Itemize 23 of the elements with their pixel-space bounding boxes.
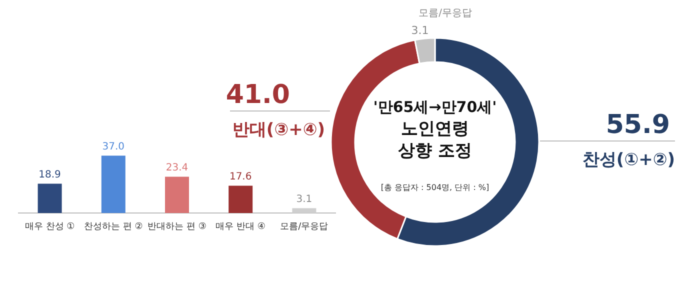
x-tick-label: 모름/무응답 (280, 222, 328, 232)
slice-label: 찬성(①+②) (582, 150, 675, 170)
x-tick-label: 반대하는 편 ③ (148, 222, 206, 232)
x-tick-label: 찬성하는 편 ② (84, 222, 143, 232)
data-label: 23.4 (166, 162, 188, 174)
text: '만65세→만70세' 노인연령 상향 조정 (373, 98, 497, 161)
slice-label: 반대(③+④) (232, 120, 325, 140)
data-label: 3.1 (411, 24, 429, 37)
bar (101, 156, 126, 213)
data-label: 41.0 (226, 80, 290, 110)
data-label: 3.1 (296, 194, 312, 206)
x-tick-label: 매우 찬성 ① (24, 222, 75, 232)
data-label: 17.6 (229, 172, 252, 183)
slice-label: 모름/무응답 (418, 8, 472, 19)
data-label: 18.9 (38, 170, 61, 181)
data-label: 55.9 (606, 110, 670, 140)
bar (228, 186, 253, 213)
text: [총 응답자 : 504명, 단위 : %] (380, 183, 490, 192)
bar (292, 208, 316, 213)
bar (165, 176, 189, 213)
x-tick-label: 매우 반대 ④ (216, 222, 266, 232)
bar (38, 184, 62, 213)
data-label: 37.0 (102, 142, 125, 153)
